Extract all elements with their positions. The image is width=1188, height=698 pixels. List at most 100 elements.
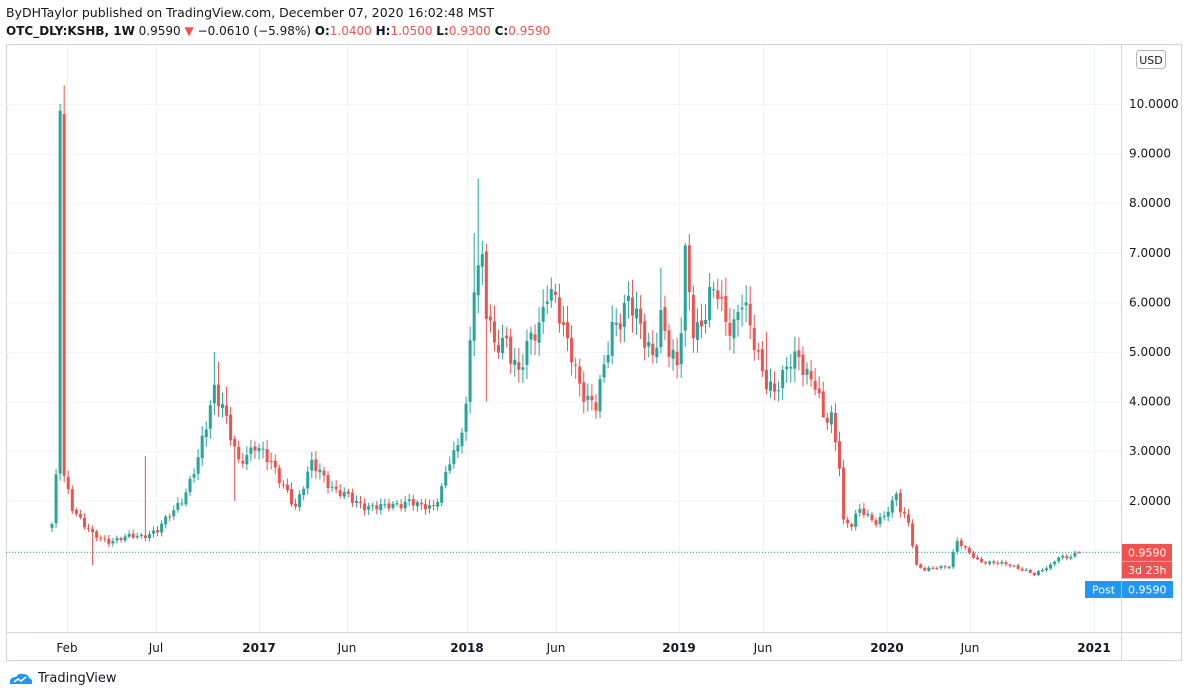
y-tick-label: 9.0000 — [1129, 147, 1171, 161]
candle-body — [988, 561, 992, 564]
candle-body — [253, 446, 257, 451]
candle-body — [338, 490, 342, 496]
candle-body — [911, 523, 915, 546]
tradingview-footer[interactable]: TradingView — [8, 671, 117, 686]
candle-body — [870, 514, 874, 521]
published-line: ByDHTaylor published on TradingView.com,… — [6, 5, 495, 20]
candle-body — [180, 503, 184, 505]
candle-body — [740, 307, 744, 310]
candle-body — [590, 395, 594, 401]
candle-body — [326, 474, 330, 489]
candle-body — [58, 110, 62, 474]
high-key: H: — [375, 24, 391, 38]
candle-body — [630, 297, 634, 316]
candle-body — [448, 464, 452, 471]
candle-body — [54, 474, 58, 524]
candle-body — [695, 322, 699, 340]
candle-body — [752, 327, 756, 351]
candle-body — [996, 562, 1000, 564]
last-price-tag: 0.9590 — [1122, 543, 1172, 561]
candle-body — [225, 405, 229, 416]
candle-body — [935, 567, 939, 569]
candle-body — [415, 501, 419, 507]
candle-body — [107, 538, 111, 544]
candle-body — [635, 308, 639, 319]
candle-body — [923, 567, 927, 571]
time-axis: Feb Jul 2017 Jun 2018 Jun 2019 Jun 2020 Jun 2021 — [56, 641, 1110, 655]
candle-body — [699, 320, 703, 327]
candle-body — [1016, 565, 1020, 569]
candle-body — [74, 510, 78, 515]
candle-body — [322, 470, 326, 476]
candle-body — [894, 494, 898, 501]
candle-body — [265, 449, 269, 463]
candle-body — [667, 330, 671, 357]
candle-body — [773, 383, 777, 392]
candle-body — [99, 537, 103, 539]
candle-body — [862, 508, 866, 515]
open-value: 1.0400 — [329, 24, 372, 38]
candle-body — [533, 334, 537, 341]
candle-body — [151, 530, 155, 534]
candle-body — [395, 503, 399, 505]
candle-body — [626, 295, 630, 301]
candle-body — [273, 460, 277, 468]
candle-body — [111, 540, 115, 544]
candle-body — [829, 412, 833, 425]
y-tick-label: 4.0000 — [1129, 395, 1171, 409]
candle-body — [103, 538, 107, 540]
candle-body — [736, 311, 740, 320]
candle-body — [797, 350, 801, 358]
candle-body — [119, 538, 123, 541]
candle-body — [655, 347, 659, 358]
candle-body — [192, 474, 196, 478]
symbol-name[interactable]: OTC_DLY:KSHB, 1W — [6, 24, 135, 38]
candle-body — [582, 382, 586, 402]
symbol-line: OTC_DLY:KSHB, 1W 0.9590 ▼ −0.0610 (−5.98… — [6, 22, 550, 40]
candle-body — [777, 390, 781, 392]
candle-body — [135, 535, 139, 538]
candle-body — [789, 366, 793, 369]
candle-body — [269, 460, 273, 462]
candle-body — [78, 513, 82, 518]
x-tick-label: 2018 — [450, 641, 483, 655]
countdown-tag: 3d 23h — [1122, 561, 1172, 579]
candle-body — [123, 536, 127, 541]
candle-body — [492, 321, 496, 343]
candle-body — [833, 413, 837, 443]
candle-body — [732, 319, 736, 339]
candle-body — [403, 501, 407, 509]
candle-body — [825, 417, 829, 423]
candle-body — [606, 355, 610, 363]
change-value: −0.0610 (−5.98%) — [197, 24, 311, 38]
candle-body — [1028, 569, 1032, 573]
x-tick-label: 2021 — [1077, 641, 1110, 655]
candle-body — [289, 489, 293, 505]
candle-body — [476, 265, 480, 296]
candle-body — [890, 500, 894, 513]
candle-body — [801, 354, 805, 376]
candle-body — [468, 340, 472, 402]
candle-body — [992, 561, 996, 564]
candle-body — [460, 432, 464, 447]
candle-body — [330, 486, 334, 488]
candle-body — [196, 457, 200, 474]
candle-body — [229, 414, 233, 441]
candle-body — [363, 503, 367, 511]
candle-body — [764, 370, 768, 390]
candle-body — [874, 520, 878, 525]
candle-body — [728, 322, 732, 336]
candle-body — [854, 513, 858, 527]
candle-body — [184, 492, 188, 505]
candle-body — [1040, 569, 1044, 572]
currency-button[interactable]: USD — [1136, 50, 1166, 69]
candle-body — [1012, 565, 1016, 567]
candle-body — [131, 533, 135, 538]
candle-body — [314, 459, 318, 472]
candle-body — [200, 435, 204, 459]
x-tick-label: 2019 — [662, 641, 695, 655]
candle-body — [878, 516, 882, 525]
candle-body — [188, 478, 192, 493]
candle-body — [651, 343, 655, 356]
